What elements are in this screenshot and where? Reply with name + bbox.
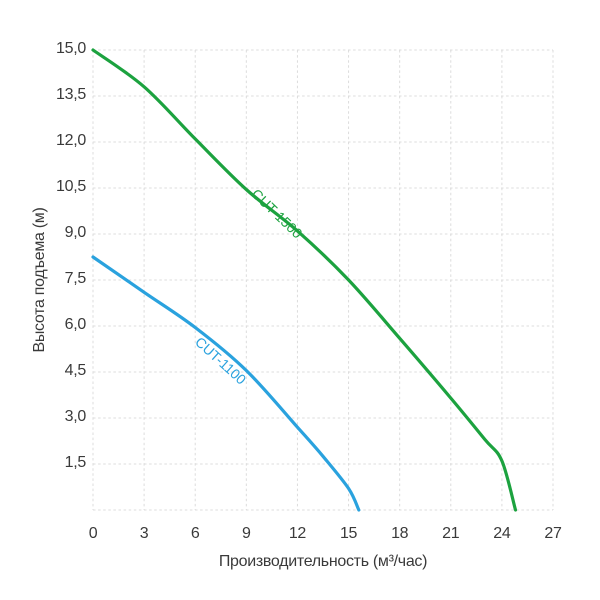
curve-cut-1100: [91, 255, 361, 512]
x-tick-label: 15: [340, 525, 358, 542]
x-tick-label: 0: [89, 525, 98, 542]
y-tick-label: 4,5: [65, 362, 87, 379]
x-tick-label: 12: [289, 525, 307, 542]
y-tick-label: 1,5: [65, 454, 87, 471]
x-tick-label: 3: [140, 525, 149, 542]
x-tick-label: 24: [493, 525, 511, 542]
y-axis-tick-labels: 1,5 3,0 4,5 6,0 7,5 9,0 10,5 12,0 13,5 15,0: [56, 40, 87, 471]
grid-lines: [92, 49, 554, 511]
y-tick-label: 9,0: [65, 224, 87, 241]
curve-cut-1500: [91, 48, 518, 512]
x-tick-label: 6: [191, 525, 200, 542]
x-tick-label: 18: [391, 525, 409, 542]
y-axis-title: Высота подъема (м): [31, 207, 48, 352]
performance-curves: [91, 48, 518, 512]
x-tick-label: 27: [544, 525, 562, 542]
curve-label-cut-1100: CUT-1100: [192, 334, 250, 388]
y-tick-label: 15,0: [56, 40, 86, 57]
y-tick-label: 10,5: [56, 178, 86, 195]
y-tick-label: 7,5: [65, 270, 87, 287]
y-tick-label: 12,0: [56, 132, 86, 149]
x-tick-label: 9: [242, 525, 251, 542]
y-tick-label: 13,5: [56, 86, 86, 103]
x-tick-label: 21: [442, 525, 460, 542]
x-axis-title: Производительность (м³/час): [219, 553, 427, 570]
y-tick-label: 3,0: [65, 408, 87, 425]
x-axis-tick-labels: 0 3 6 9 12 15 18 21 24 27: [89, 525, 563, 542]
y-tick-label: 6,0: [65, 316, 87, 333]
